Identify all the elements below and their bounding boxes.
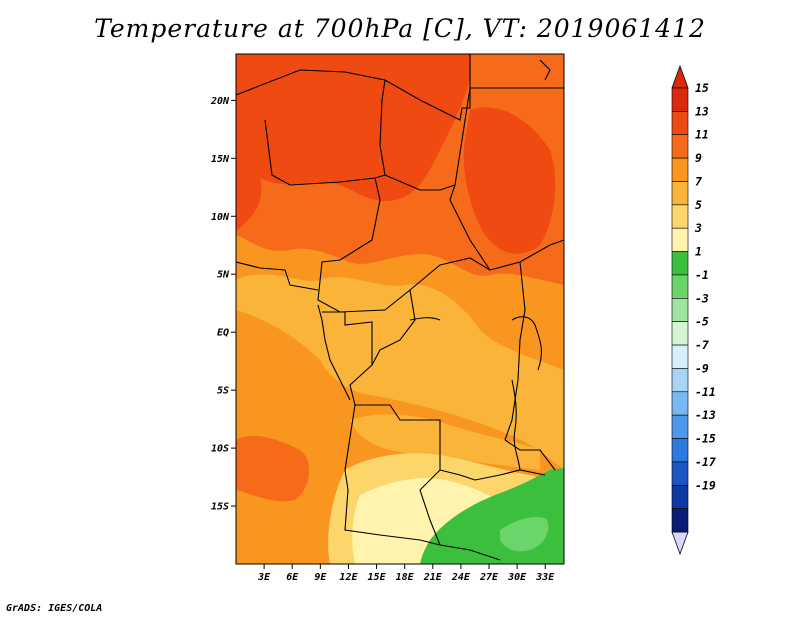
colorbar-label: -7 [695, 338, 709, 352]
chart-title: Temperature at 700hPa [C], VT: 201906141… [94, 14, 706, 43]
colorbar-label: -17 [695, 455, 716, 469]
lat-tick-label: 20N [210, 96, 230, 107]
colorbar-swatch [671, 227, 689, 252]
lat-tick-label: 15N [211, 154, 230, 165]
lon-tick-label: 18E [396, 572, 415, 583]
colorbar-swatch [671, 204, 689, 229]
lon-tick-label: 21E [423, 572, 443, 583]
colorbar-label: 7 [695, 174, 702, 188]
colorbar-label: 1 [695, 245, 702, 259]
colorbar: 15 13 11 9 7 5 3 1 -1 -3 -5 -7 -9 -11 -13 -15 -17 -19 [671, 64, 716, 556]
field-zone-7c [236, 274, 564, 470]
colorbar-swatch [671, 484, 689, 509]
colorbar-swatch [671, 157, 689, 182]
lat-tick-label: 5S [217, 386, 229, 397]
field-zone-minus1c [500, 517, 549, 552]
lon-tick-label: 6E [286, 572, 299, 583]
colorbar-top-arrow [671, 64, 689, 89]
lat-tick-label: EQ [217, 328, 229, 339]
colorbar-swatch [671, 111, 689, 136]
colorbar-swatch [671, 461, 689, 486]
colorbar-swatch [671, 134, 689, 159]
colorbar-swatch [671, 181, 689, 206]
field-zone-13c-east [463, 107, 556, 254]
colorbar-label: 5 [695, 198, 702, 212]
colorbar-swatch [671, 298, 689, 322]
colorbar-swatch [671, 391, 689, 416]
colorbar-bottom-arrow [671, 531, 689, 556]
lon-tick-label: 24E [451, 572, 471, 583]
colorbar-label: -5 [695, 315, 709, 329]
colorbar-swatch [671, 321, 689, 346]
colorbar-swatch [671, 344, 689, 369]
lon-tick-label: 27E [479, 572, 499, 583]
colorbar-label: -13 [695, 408, 716, 422]
colorbar-label: -3 [695, 291, 709, 305]
lon-tick-label: 33E [535, 572, 555, 583]
field-zone-13c-west [236, 150, 262, 230]
country-borders [236, 54, 564, 561]
colorbar-label: -9 [695, 361, 709, 375]
colorbar-swatch [671, 438, 689, 463]
lat-tick-label: 5N [217, 270, 230, 281]
longitude-axis: 3E 6E 9E 12E 15E 18E 21E 24E 27E 30E 33E [257, 564, 555, 583]
colorbar-swatch [671, 368, 689, 393]
lon-tick-label: 15E [368, 572, 387, 583]
colorbar-label: 13 [695, 104, 709, 118]
colorbar-label: -19 [695, 478, 716, 492]
colorbar-swatch [671, 508, 689, 533]
field-zone-7c-south [350, 414, 540, 470]
lon-tick-label: 3E [257, 572, 271, 583]
temperature-field [236, 54, 564, 564]
field-zone-13c [236, 54, 471, 202]
lat-tick-label: 10S [211, 444, 229, 455]
field-zone-11c-southwest [236, 435, 310, 502]
lat-tick-label: 10N [211, 212, 230, 223]
colorbar-swatch [671, 87, 689, 112]
colorbar-label: 9 [695, 151, 702, 165]
colorbar-label: 11 [695, 128, 709, 142]
map-frame [235, 53, 565, 565]
colorbar-swatch [671, 274, 689, 299]
colorbar-label: 3 [694, 221, 702, 235]
colorbar-label: -15 [695, 432, 716, 446]
credit-text: GrADS: IGES/COLA [6, 603, 103, 614]
lon-tick-label: 30E [507, 572, 527, 583]
colorbar-swatch [671, 251, 689, 276]
colorbar-label: 15 [695, 81, 709, 95]
lat-tick-label: 15S [211, 502, 229, 513]
lon-tick-label: 12E [339, 572, 358, 583]
colorbar-label: -1 [695, 268, 709, 282]
lon-tick-label: 9E [314, 572, 327, 583]
colorbar-swatch [671, 414, 689, 439]
colorbar-label: -11 [695, 385, 716, 399]
latitude-axis: 20N 15N 10N 5N EQ 5S 10S 15S [210, 96, 236, 513]
